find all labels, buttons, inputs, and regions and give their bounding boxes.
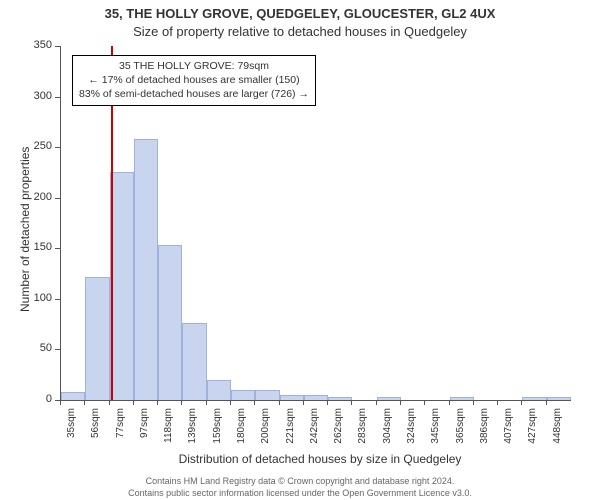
ytick-label: 50 bbox=[12, 342, 52, 354]
xtick-label: 324sqm bbox=[406, 408, 417, 458]
ytick-label: 150 bbox=[12, 241, 52, 253]
xtick-label: 386sqm bbox=[479, 408, 490, 458]
xtick-mark bbox=[230, 400, 231, 405]
xtick-label: 56sqm bbox=[90, 408, 101, 458]
xtick-label: 262sqm bbox=[333, 408, 344, 458]
xtick-mark bbox=[133, 400, 134, 405]
xtick-label: 200sqm bbox=[260, 408, 271, 458]
histogram-bar bbox=[85, 277, 109, 400]
ytick-mark bbox=[55, 147, 60, 148]
xtick-mark bbox=[206, 400, 207, 405]
histogram-bar bbox=[280, 395, 304, 400]
ytick-label: 0 bbox=[12, 393, 52, 405]
xtick-mark bbox=[254, 400, 255, 405]
ytick-label: 100 bbox=[12, 292, 52, 304]
xtick-mark bbox=[351, 400, 352, 405]
ytick-mark bbox=[55, 198, 60, 199]
xtick-label: 345sqm bbox=[430, 408, 441, 458]
xtick-label: 365sqm bbox=[455, 408, 466, 458]
histogram-bar bbox=[207, 380, 231, 400]
xtick-mark bbox=[109, 400, 110, 405]
xtick-label: 118sqm bbox=[163, 408, 174, 458]
histogram-bar bbox=[182, 323, 206, 400]
ytick-mark bbox=[55, 248, 60, 249]
ytick-label: 200 bbox=[12, 191, 52, 203]
xtick-mark bbox=[279, 400, 280, 405]
histogram-bar bbox=[61, 392, 85, 400]
xtick-label: 283sqm bbox=[357, 408, 368, 458]
xtick-mark bbox=[497, 400, 498, 405]
ytick-mark bbox=[55, 349, 60, 350]
histogram-bar bbox=[328, 397, 352, 400]
xtick-mark bbox=[376, 400, 377, 405]
y-axis-label: Number of detached properties bbox=[18, 147, 32, 312]
xtick-label: 448sqm bbox=[552, 408, 563, 458]
xtick-mark bbox=[400, 400, 401, 405]
xtick-label: 304sqm bbox=[382, 408, 393, 458]
xtick-label: 77sqm bbox=[115, 408, 126, 458]
ytick-mark bbox=[55, 46, 60, 47]
ytick-mark bbox=[55, 97, 60, 98]
footer-line-2: Contains public sector information licen… bbox=[0, 488, 600, 498]
histogram-bar bbox=[304, 395, 328, 400]
xtick-mark bbox=[157, 400, 158, 405]
page: 35, THE HOLLY GROVE, QUEDGELEY, GLOUCEST… bbox=[0, 0, 600, 500]
xtick-label: 180sqm bbox=[236, 408, 247, 458]
xtick-mark bbox=[303, 400, 304, 405]
xtick-mark bbox=[473, 400, 474, 405]
annotation-line-2: ← 17% of detached houses are smaller (15… bbox=[79, 73, 309, 87]
xtick-mark bbox=[546, 400, 547, 405]
histogram-bar bbox=[134, 139, 158, 400]
ytick-label: 350 bbox=[12, 39, 52, 51]
xtick-mark bbox=[424, 400, 425, 405]
ytick-label: 300 bbox=[12, 90, 52, 102]
xtick-label: 242sqm bbox=[309, 408, 320, 458]
histogram-bar bbox=[231, 390, 255, 400]
ytick-mark bbox=[55, 299, 60, 300]
chart-title-sub: Size of property relative to detached ho… bbox=[0, 24, 600, 39]
histogram-bar bbox=[450, 397, 474, 400]
xtick-mark bbox=[181, 400, 182, 405]
xtick-mark bbox=[60, 400, 61, 405]
xtick-label: 139sqm bbox=[187, 408, 198, 458]
chart-title-main: 35, THE HOLLY GROVE, QUEDGELEY, GLOUCEST… bbox=[0, 6, 600, 21]
xtick-mark bbox=[449, 400, 450, 405]
xtick-label: 427sqm bbox=[527, 408, 538, 458]
histogram-bar bbox=[255, 390, 279, 400]
annotation-line-3: 83% of semi-detached houses are larger (… bbox=[79, 87, 309, 101]
histogram-bar bbox=[547, 397, 571, 400]
xtick-mark bbox=[521, 400, 522, 405]
xtick-mark bbox=[327, 400, 328, 405]
xtick-label: 407sqm bbox=[503, 408, 514, 458]
histogram-bar bbox=[158, 245, 182, 400]
xtick-label: 97sqm bbox=[139, 408, 150, 458]
xtick-label: 159sqm bbox=[212, 408, 223, 458]
histogram-bar bbox=[522, 397, 546, 400]
xtick-label: 35sqm bbox=[66, 408, 77, 458]
footer-line-1: Contains HM Land Registry data © Crown c… bbox=[0, 476, 600, 486]
xtick-label: 221sqm bbox=[285, 408, 296, 458]
xtick-mark bbox=[84, 400, 85, 405]
histogram-bar bbox=[377, 397, 401, 400]
annotation-box: 35 THE HOLLY GROVE: 79sqm ← 17% of detac… bbox=[72, 55, 316, 106]
ytick-label: 250 bbox=[12, 140, 52, 152]
annotation-line-1: 35 THE HOLLY GROVE: 79sqm bbox=[79, 59, 309, 73]
